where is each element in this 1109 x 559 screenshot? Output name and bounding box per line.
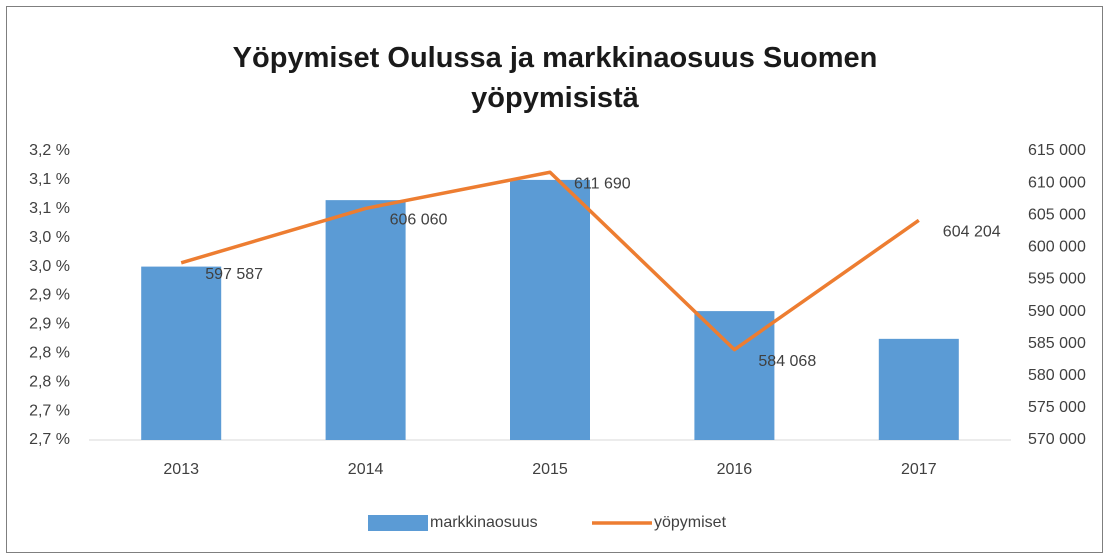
y2-tick-label: 575 000 [1028,399,1086,416]
x-tick-label: 2016 [717,461,753,478]
y-tick-label: 3,0 % [29,229,70,246]
y-tick-label: 2,9 % [29,287,70,304]
y2-tick-label: 590 000 [1028,303,1086,320]
y-tick-label: 2,8 % [29,373,70,390]
x-tick-label: 2014 [348,461,384,478]
y-tick-label: 3,0 % [29,258,70,275]
bar [141,266,222,440]
bar [878,338,959,440]
y2-tick-label: 610 000 [1028,174,1086,191]
y-tick-label: 2,7 % [29,402,70,419]
data-label: 606 060 [390,212,448,229]
y-tick-label: 3,2 % [29,142,70,159]
data-label: 604 204 [943,224,1001,241]
legend-label: markkinaosuus [430,514,538,531]
data-label: 597 587 [205,266,263,283]
data-label: 584 068 [758,353,816,370]
chart-title: Yöpymiset Oulussa ja markkinaosuus Suome… [232,42,878,114]
bar [325,200,406,440]
y2-tick-label: 580 000 [1028,367,1086,384]
x-tick-label: 2017 [901,461,937,478]
y-tick-label: 2,8 % [29,345,70,362]
y-tick-label: 3,1 % [29,171,70,188]
data-label: 611 690 [574,175,631,192]
y2-tick-label: 570 000 [1028,431,1086,448]
line [180,170,920,352]
y2-tick-label: 615 000 [1028,142,1086,159]
y2-tick-label: 605 000 [1028,206,1086,223]
x-tick-label: 2013 [163,461,199,478]
legend-label: yöpymiset [654,514,727,531]
y-tick-label: 2,7 % [29,431,70,448]
y2-tick-label: 595 000 [1028,271,1086,288]
legend-swatch [368,515,428,531]
y2-tick-label: 600 000 [1028,239,1086,256]
x-tick-label: 2015 [532,461,568,478]
y2-tick-label: 585 000 [1028,335,1086,352]
y-tick-label: 2,9 % [29,316,70,333]
bar [510,179,590,440]
y-tick-label: 3,1 % [29,200,70,217]
